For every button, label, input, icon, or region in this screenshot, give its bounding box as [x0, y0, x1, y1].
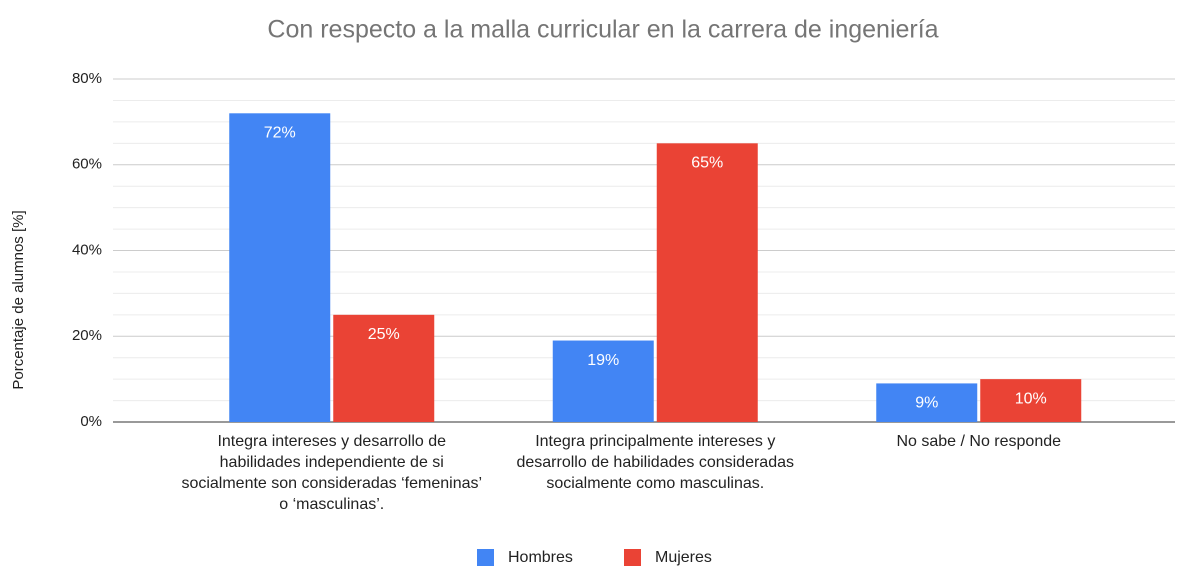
- x-tick-label: Integra intereses y desarrollo de habili…: [181, 433, 483, 513]
- data-label: 25%: [368, 326, 400, 343]
- x-tick-label: Integra principalmente intereses y desar…: [516, 433, 794, 492]
- bar: [229, 113, 331, 423]
- legend-swatch: [477, 549, 494, 566]
- legend-label: Hombres: [508, 549, 573, 566]
- y-tick-label: 20%: [72, 327, 102, 344]
- bar: [876, 383, 978, 422]
- bar: [656, 143, 758, 422]
- legend-label: Mujeres: [655, 549, 712, 566]
- y-tick-label: 60%: [72, 156, 102, 173]
- x-tick-label: No sabe / No responde: [896, 433, 1062, 450]
- bar: [980, 379, 1082, 422]
- chart-title: Con respecto a la malla curricular en la…: [267, 16, 938, 44]
- data-label: 10%: [1015, 390, 1047, 407]
- y-axis-label: Porcentaje de alumnos [%]: [10, 210, 27, 389]
- y-tick-label: 40%: [72, 241, 102, 258]
- data-label: 9%: [915, 395, 938, 412]
- bar: [552, 340, 654, 422]
- legend-swatch: [624, 549, 641, 566]
- data-label: 19%: [587, 352, 619, 369]
- data-label: 65%: [691, 155, 723, 172]
- y-tick-label: 80%: [72, 70, 102, 87]
- y-tick-label: 0%: [80, 413, 102, 430]
- bar: [333, 314, 435, 422]
- data-label: 72%: [264, 125, 296, 142]
